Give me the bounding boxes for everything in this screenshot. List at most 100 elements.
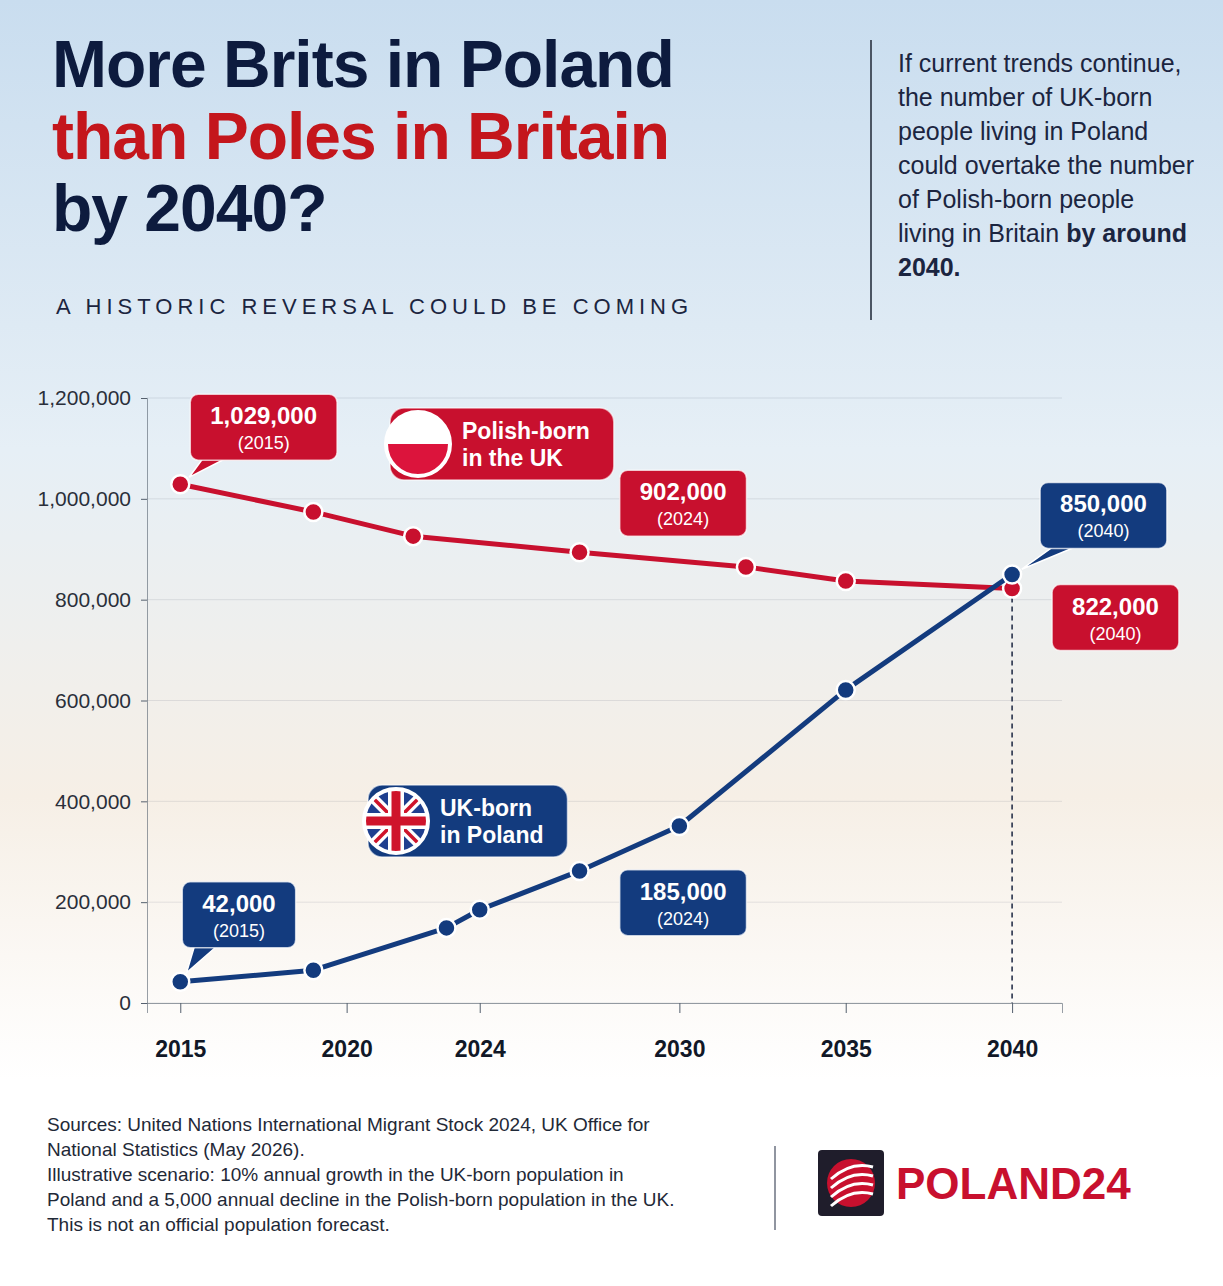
brand-logo: POLAND24 (818, 1150, 1131, 1216)
flag-diag-red (364, 789, 428, 853)
y-tick: 0 (119, 991, 147, 1014)
flag-diag-white (364, 789, 428, 853)
sources: Sources: United Nations International Mi… (47, 1112, 687, 1162)
series-label: Polish-bornin the UK (386, 408, 614, 480)
annotation-note: (2040) (1089, 624, 1141, 644)
annotation-note: (2015) (238, 433, 290, 453)
y-tick-label: 400,000 (55, 790, 131, 813)
series-label: UK-bornin Poland (364, 785, 568, 857)
flag-uk (364, 789, 428, 853)
annotation: 1,029,000 (2015) (189, 394, 337, 477)
title-line: than Poles in Britain (52, 100, 862, 172)
background (0, 0, 1223, 1286)
x-tick-mark (1012, 1003, 1013, 1013)
series-label-bg (368, 785, 568, 857)
footnote: Sources: United Nations International Mi… (47, 1112, 687, 1237)
y-tick-mark (141, 801, 147, 802)
annotation: 185,000 (2024) (620, 870, 747, 936)
series-label-line: in Poland (440, 822, 544, 848)
side-note-text: If current trends continue, the number o… (898, 49, 1194, 247)
y-tick-label: 200,000 (55, 890, 131, 913)
series-marker (670, 817, 688, 835)
x-tick: 2024 (455, 1003, 506, 1062)
subtitle: A HISTORIC REVERSAL COULD BE COMING (56, 294, 693, 320)
series-label-line: in the UK (462, 445, 563, 471)
flag-diag-red (364, 789, 428, 853)
y-tick: 200,000 (55, 890, 147, 913)
annotation-pointer (1022, 547, 1074, 569)
x-tick: 2030 (654, 1003, 705, 1062)
x-tick-mark (679, 1003, 680, 1013)
series-line (180, 484, 1012, 588)
annotation-box (1040, 482, 1167, 548)
series-marker (1003, 565, 1021, 583)
y-tick: 400,000 (55, 790, 147, 813)
y-tick: 800,000 (55, 588, 147, 611)
series-label-text: UK-bornin Poland (440, 795, 544, 848)
annotation-value: 850,000 (1060, 490, 1147, 517)
x-tick-label: 2030 (654, 1036, 705, 1062)
x-tick-label: 2024 (455, 1036, 506, 1062)
series-marker (171, 973, 189, 991)
series-marker (304, 961, 322, 979)
series-marker (404, 527, 422, 545)
annotation: 850,000 (2040) (1022, 482, 1167, 569)
series-marker (471, 901, 489, 919)
y-tick-label: 1,000,000 (38, 487, 131, 510)
annotation-value: 185,000 (640, 878, 727, 905)
plot-area (171, 475, 1021, 991)
annotation-value: 42,000 (202, 890, 275, 917)
y-tick: 1,200,000 (38, 386, 147, 409)
brand-name: POLAND24 (896, 1159, 1131, 1208)
series-marker (571, 543, 589, 561)
annotation: 822,000 (2040) (1052, 585, 1179, 651)
x-tick-label: 2040 (987, 1036, 1038, 1062)
series-label-text: Polish-bornin the UK (462, 418, 590, 471)
side-divider (870, 40, 872, 320)
series-flag (386, 412, 450, 476)
annotation-value: 822,000 (1072, 593, 1159, 620)
series-marker (837, 681, 855, 699)
annotation-note: (2024) (657, 509, 709, 529)
x-tick-label: 2015 (155, 1036, 206, 1062)
x-tick-mark (846, 1003, 847, 1013)
title-line: by 2040? (52, 172, 862, 244)
y-tick-label: 800,000 (55, 588, 131, 611)
annotation-box (190, 394, 337, 460)
scenario-note: Illustrative scenario: 10% annual growth… (47, 1162, 687, 1237)
series-marker (737, 558, 755, 576)
annotation-note: (2040) (1077, 521, 1129, 541)
title-block: More Brits in Polandthan Poles in Britai… (52, 28, 862, 244)
footer-divider (774, 1146, 776, 1230)
title-line: More Brits in Poland (52, 28, 862, 100)
x-tick: 2040 (987, 1003, 1038, 1062)
brand-icon-bg (818, 1150, 884, 1216)
side-note: If current trends continue, the number o… (898, 46, 1198, 284)
x-tick-label: 2020 (322, 1036, 373, 1062)
grid-line (147, 700, 1062, 701)
annotation-box (182, 882, 295, 948)
y-tick-mark (141, 1003, 147, 1004)
series-marker (437, 919, 455, 937)
annotation-value: 1,029,000 (210, 402, 317, 429)
annotation-box (1052, 585, 1179, 651)
flag-ring (386, 412, 450, 476)
series-marker (571, 862, 589, 880)
crossover-guide (1011, 589, 1013, 1003)
y-tick-mark (141, 701, 147, 702)
annotation-pointer (186, 947, 216, 973)
y-tick-mark (141, 600, 147, 601)
annotation-box (620, 870, 747, 936)
y-axis: 0 200,000 400,000 600,000 800,000 1,000,000 1,… (38, 386, 148, 1014)
series-line (180, 574, 1012, 981)
x-axis-line (148, 1004, 1063, 1014)
annotation-note: (2024) (657, 909, 709, 929)
flag-cross-red-v (392, 789, 401, 853)
grid-line (147, 599, 1062, 600)
x-tick: 2035 (821, 1003, 872, 1062)
annotation: 42,000(2015) (182, 882, 295, 973)
series-label-line: Polish-born (462, 418, 590, 444)
y-tick-label: 600,000 (55, 689, 131, 712)
flag-diag-white (364, 789, 428, 853)
y-tick: 600,000 (55, 689, 147, 712)
